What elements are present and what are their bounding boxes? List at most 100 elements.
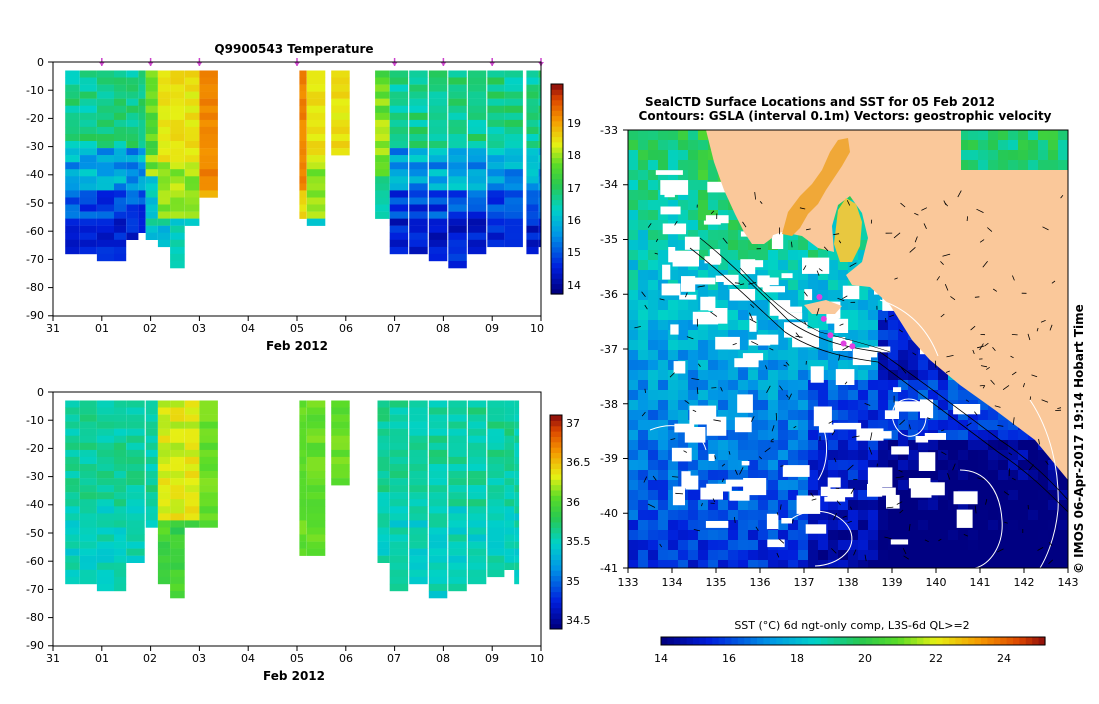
sst-cell bbox=[678, 310, 689, 321]
cloud-gap bbox=[836, 369, 855, 385]
profile-cell bbox=[114, 254, 126, 261]
profile-cell bbox=[468, 176, 487, 183]
sst-cell bbox=[1058, 480, 1069, 491]
sst-cell bbox=[968, 420, 979, 431]
sst-cell bbox=[688, 160, 699, 171]
profile-cell bbox=[390, 85, 409, 92]
sst-cell bbox=[998, 530, 1009, 541]
sst-cell bbox=[868, 380, 879, 391]
profile-cell bbox=[390, 485, 409, 492]
profile-cell bbox=[65, 528, 80, 535]
colorbar-segment bbox=[550, 452, 562, 458]
sst-cell bbox=[938, 410, 949, 421]
profile-cell bbox=[185, 106, 200, 113]
cloud-gap bbox=[700, 488, 723, 500]
sst-cell bbox=[828, 560, 839, 571]
profile-cell bbox=[448, 71, 467, 78]
profile-cell bbox=[185, 401, 200, 408]
lon-tick: 142 bbox=[1014, 576, 1035, 589]
x-tick: 06 bbox=[339, 322, 353, 335]
profile-cell bbox=[487, 513, 504, 520]
profile-cell bbox=[504, 520, 514, 527]
sst-cell bbox=[658, 360, 669, 371]
sst-cell bbox=[828, 390, 839, 401]
profile-cell bbox=[504, 556, 514, 563]
x-tick: 04 bbox=[241, 322, 255, 335]
sst-cell bbox=[948, 560, 959, 571]
profile-cell bbox=[170, 155, 185, 162]
sst-cell bbox=[638, 320, 649, 331]
sst-cell bbox=[878, 540, 889, 551]
profile-cell bbox=[526, 120, 538, 127]
sst-cell bbox=[658, 510, 669, 521]
profile-cell bbox=[409, 205, 428, 212]
profile-cell bbox=[170, 212, 185, 219]
colorbar-segment bbox=[551, 110, 563, 116]
colorbar-segment bbox=[550, 415, 562, 421]
profile-cell bbox=[114, 478, 126, 485]
profile-cell bbox=[170, 422, 185, 429]
cloud-gap bbox=[660, 180, 688, 195]
sst-cell bbox=[628, 450, 639, 461]
profile-cell bbox=[199, 127, 218, 134]
profile-cell bbox=[468, 190, 487, 197]
profile-cell bbox=[114, 429, 126, 436]
sst-cell bbox=[658, 520, 669, 531]
sst-cell bbox=[628, 510, 639, 521]
profile-cell bbox=[158, 212, 170, 219]
sst-cell bbox=[828, 360, 839, 371]
colorbar-segment bbox=[551, 273, 563, 279]
profile-cell bbox=[114, 584, 126, 591]
profile-cell bbox=[390, 134, 409, 141]
sst-cell bbox=[668, 380, 679, 391]
profile-cell bbox=[185, 92, 200, 99]
profile-cell bbox=[331, 99, 350, 106]
profile-cell bbox=[409, 549, 428, 556]
sst-cell bbox=[778, 490, 789, 501]
sst-cell bbox=[638, 140, 649, 151]
sst-cell bbox=[858, 300, 869, 311]
colorbar-segment bbox=[550, 511, 562, 517]
profile-cell bbox=[409, 485, 428, 492]
profile-cell bbox=[514, 422, 519, 429]
profile-cell bbox=[448, 78, 467, 85]
seal-location bbox=[827, 332, 833, 338]
profile-cell bbox=[390, 443, 409, 450]
profile-cell bbox=[468, 155, 487, 162]
sst-cell bbox=[908, 350, 919, 361]
sst-cell bbox=[828, 520, 839, 531]
x-tick: 07 bbox=[387, 652, 401, 665]
colorbar-segment bbox=[731, 637, 738, 645]
colorbar-segment bbox=[962, 637, 969, 645]
profile-cell bbox=[138, 219, 145, 226]
sst-cell bbox=[848, 560, 859, 571]
profile-cell bbox=[80, 542, 97, 549]
sst-cell bbox=[828, 290, 839, 301]
colorbar-segment bbox=[551, 215, 563, 221]
sst-cell bbox=[798, 550, 809, 561]
profile-cell bbox=[126, 429, 145, 436]
profile-cell bbox=[185, 506, 200, 513]
profile-cell bbox=[158, 464, 170, 471]
sst-cell bbox=[628, 410, 639, 421]
profile-cell bbox=[378, 542, 390, 549]
profile-cell bbox=[487, 415, 504, 422]
profile-cell bbox=[114, 408, 126, 415]
profile-cell bbox=[448, 106, 467, 113]
sst-cell bbox=[648, 240, 659, 251]
profile-cell bbox=[487, 113, 504, 120]
sst-cell bbox=[1058, 540, 1069, 551]
profile-cell bbox=[409, 141, 428, 148]
profile-cell bbox=[158, 492, 170, 499]
profile-cell bbox=[170, 443, 185, 450]
profile-cell bbox=[307, 113, 326, 120]
profile-cell bbox=[378, 499, 390, 506]
sst-cell bbox=[968, 150, 979, 161]
sst-cell bbox=[628, 330, 639, 341]
sst-cell bbox=[858, 290, 869, 301]
cloud-gap bbox=[886, 495, 900, 509]
sst-cell bbox=[738, 280, 749, 291]
profile-cell bbox=[97, 85, 114, 92]
sst-cell bbox=[728, 470, 739, 481]
profile-cell bbox=[429, 478, 448, 485]
